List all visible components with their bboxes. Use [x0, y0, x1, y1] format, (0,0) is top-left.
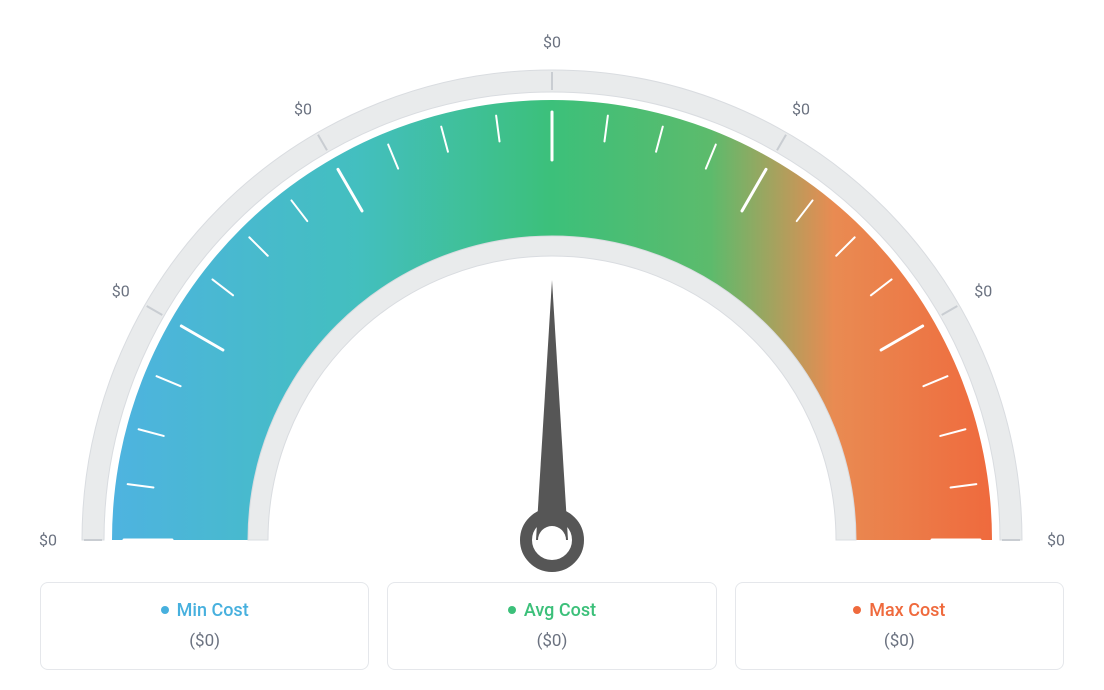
gauge-tick-label: $0 — [792, 99, 810, 118]
legend-card-avg: Avg Cost ($0) — [387, 582, 716, 670]
gauge-chart: $0 $0 $0 $0 $0 $0 $0 — [0, 0, 1104, 560]
legend-title-avg: Avg Cost — [508, 600, 596, 621]
legend-value-avg: ($0) — [398, 631, 705, 651]
legend-title-min: Min Cost — [161, 600, 249, 621]
legend-row: Min Cost ($0) Avg Cost ($0) Max Cost ($0… — [40, 582, 1064, 670]
gauge-tick-label: $0 — [974, 282, 992, 301]
legend-dot-max — [853, 606, 861, 614]
legend-label-min: Min Cost — [177, 600, 249, 621]
gauge-tick-label: $0 — [1047, 531, 1065, 550]
legend-dot-avg — [508, 606, 516, 614]
legend-label-avg: Avg Cost — [524, 600, 596, 621]
legend-value-max: ($0) — [746, 631, 1053, 651]
legend-title-max: Max Cost — [853, 600, 945, 621]
gauge-svg — [22, 20, 1082, 580]
gauge-tick-label: $0 — [112, 282, 130, 301]
gauge-tick-label: $0 — [543, 33, 561, 52]
gauge-tick-label: $0 — [39, 531, 57, 550]
legend-card-min: Min Cost ($0) — [40, 582, 369, 670]
legend-value-min: ($0) — [51, 631, 358, 651]
legend-dot-min — [161, 606, 169, 614]
legend-card-max: Max Cost ($0) — [735, 582, 1064, 670]
legend-label-max: Max Cost — [869, 600, 945, 621]
gauge-tick-label: $0 — [294, 99, 312, 118]
